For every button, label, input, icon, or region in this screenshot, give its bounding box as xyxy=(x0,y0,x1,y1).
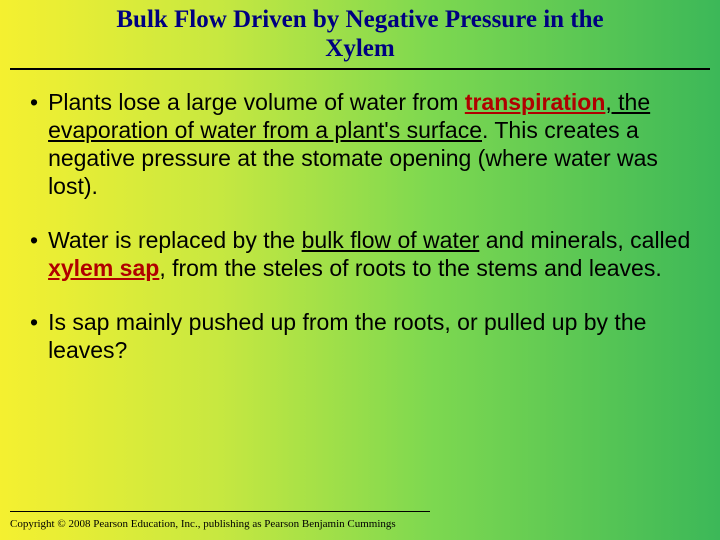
content-area: • Plants lose a large volume of water fr… xyxy=(0,70,720,364)
text-run: Plants lose a large volume of water from xyxy=(48,89,465,115)
term-xylem-sap: xylem sap xyxy=(48,255,159,281)
definition-underline: evaporation of water from a plant's surf… xyxy=(48,117,482,143)
bullet-text: Is sap mainly pushed up from the roots, … xyxy=(48,308,692,364)
title-line-1: Bulk Flow Driven by Negative Pressure in… xyxy=(116,6,603,33)
title-line-2: Xylem xyxy=(325,35,394,62)
bullet-dot: • xyxy=(30,308,38,364)
copyright-notice: Copyright © 2008 Pearson Education, Inc.… xyxy=(10,518,396,530)
slide-title: Bulk Flow Driven by Negative Pressure in… xyxy=(10,6,710,64)
bullet-item: • Water is replaced by the bulk flow of … xyxy=(28,226,692,282)
footer-rule xyxy=(10,511,430,512)
text-run: and minerals, called xyxy=(479,227,690,253)
text-run: Water is replaced by the xyxy=(48,227,302,253)
underline-bulk-flow: bulk flow of water xyxy=(302,227,480,253)
bullet-text: Water is replaced by the bulk flow of wa… xyxy=(48,226,692,282)
bullet-dot: • xyxy=(30,88,38,200)
text-run: , the xyxy=(605,89,650,115)
bullet-text: Plants lose a large volume of water from… xyxy=(48,88,692,200)
title-block: Bulk Flow Driven by Negative Pressure in… xyxy=(0,0,720,64)
text-run: , from the steles of roots to the stems … xyxy=(159,255,661,281)
bullet-item: • Plants lose a large volume of water fr… xyxy=(28,88,692,200)
text-run: Is sap mainly pushed up from the roots, … xyxy=(48,309,646,363)
term-transpiration: transpiration xyxy=(465,89,606,115)
bullet-dot: • xyxy=(30,226,38,282)
bullet-item: • Is sap mainly pushed up from the roots… xyxy=(28,308,692,364)
